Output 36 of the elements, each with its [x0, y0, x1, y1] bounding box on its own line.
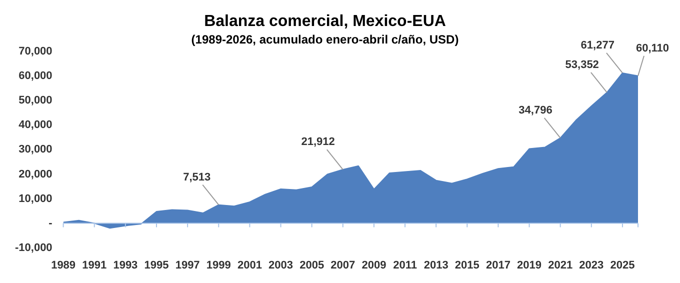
y-tick-label: 10,000	[18, 192, 52, 205]
x-tick-label: 2025	[610, 259, 635, 272]
x-tick-label: 2021	[548, 259, 573, 272]
x-tick-label: 1995	[144, 259, 169, 272]
data-label: 34,796	[518, 104, 552, 116]
y-tick-label: 70,000	[18, 46, 52, 58]
x-tick-label: 1999	[206, 259, 231, 272]
chart-title: Balanza comercial, Mexico-EUA	[204, 13, 446, 30]
x-tick-label: 2001	[237, 259, 262, 272]
x-tick-label: 2003	[268, 259, 293, 272]
x-tick-label: 1993	[113, 259, 138, 272]
x-tick-label: 2007	[330, 259, 356, 272]
data-label: 61,277	[580, 40, 614, 52]
y-tick-label: -	[48, 217, 53, 230]
x-tick-label: 2005	[300, 259, 324, 272]
y-tick-label: -10,000	[14, 242, 52, 254]
y-tick-label: 30,000	[18, 144, 52, 156]
x-tick-label: 1991	[82, 259, 107, 272]
y-tick-label: 20,000	[18, 168, 52, 180]
x-tick-label: 1997	[175, 259, 200, 272]
x-tick-label: 2009	[362, 259, 386, 272]
x-tick-label: 2013	[424, 259, 448, 272]
y-tick-label: 60,000	[18, 70, 52, 82]
data-label: 7,513	[183, 171, 211, 184]
x-tick-label: 1989	[51, 259, 76, 272]
data-label: 21,912	[301, 136, 335, 148]
x-tick-label: 2019	[517, 259, 542, 272]
x-tick-label: 2017	[486, 259, 510, 272]
y-tick-label: 40,000	[18, 119, 52, 132]
x-tick-label: 2011	[393, 259, 417, 272]
data-label: 60,110	[636, 42, 670, 54]
data-label: 53,352	[565, 58, 599, 71]
chart-subtitle: (1989-2026, acumulado enero-abril c/año, USD)	[191, 32, 459, 47]
x-tick-label: 2023	[579, 259, 604, 272]
y-tick-label: 50,000	[18, 94, 52, 107]
x-tick-label: 2015	[454, 259, 480, 272]
